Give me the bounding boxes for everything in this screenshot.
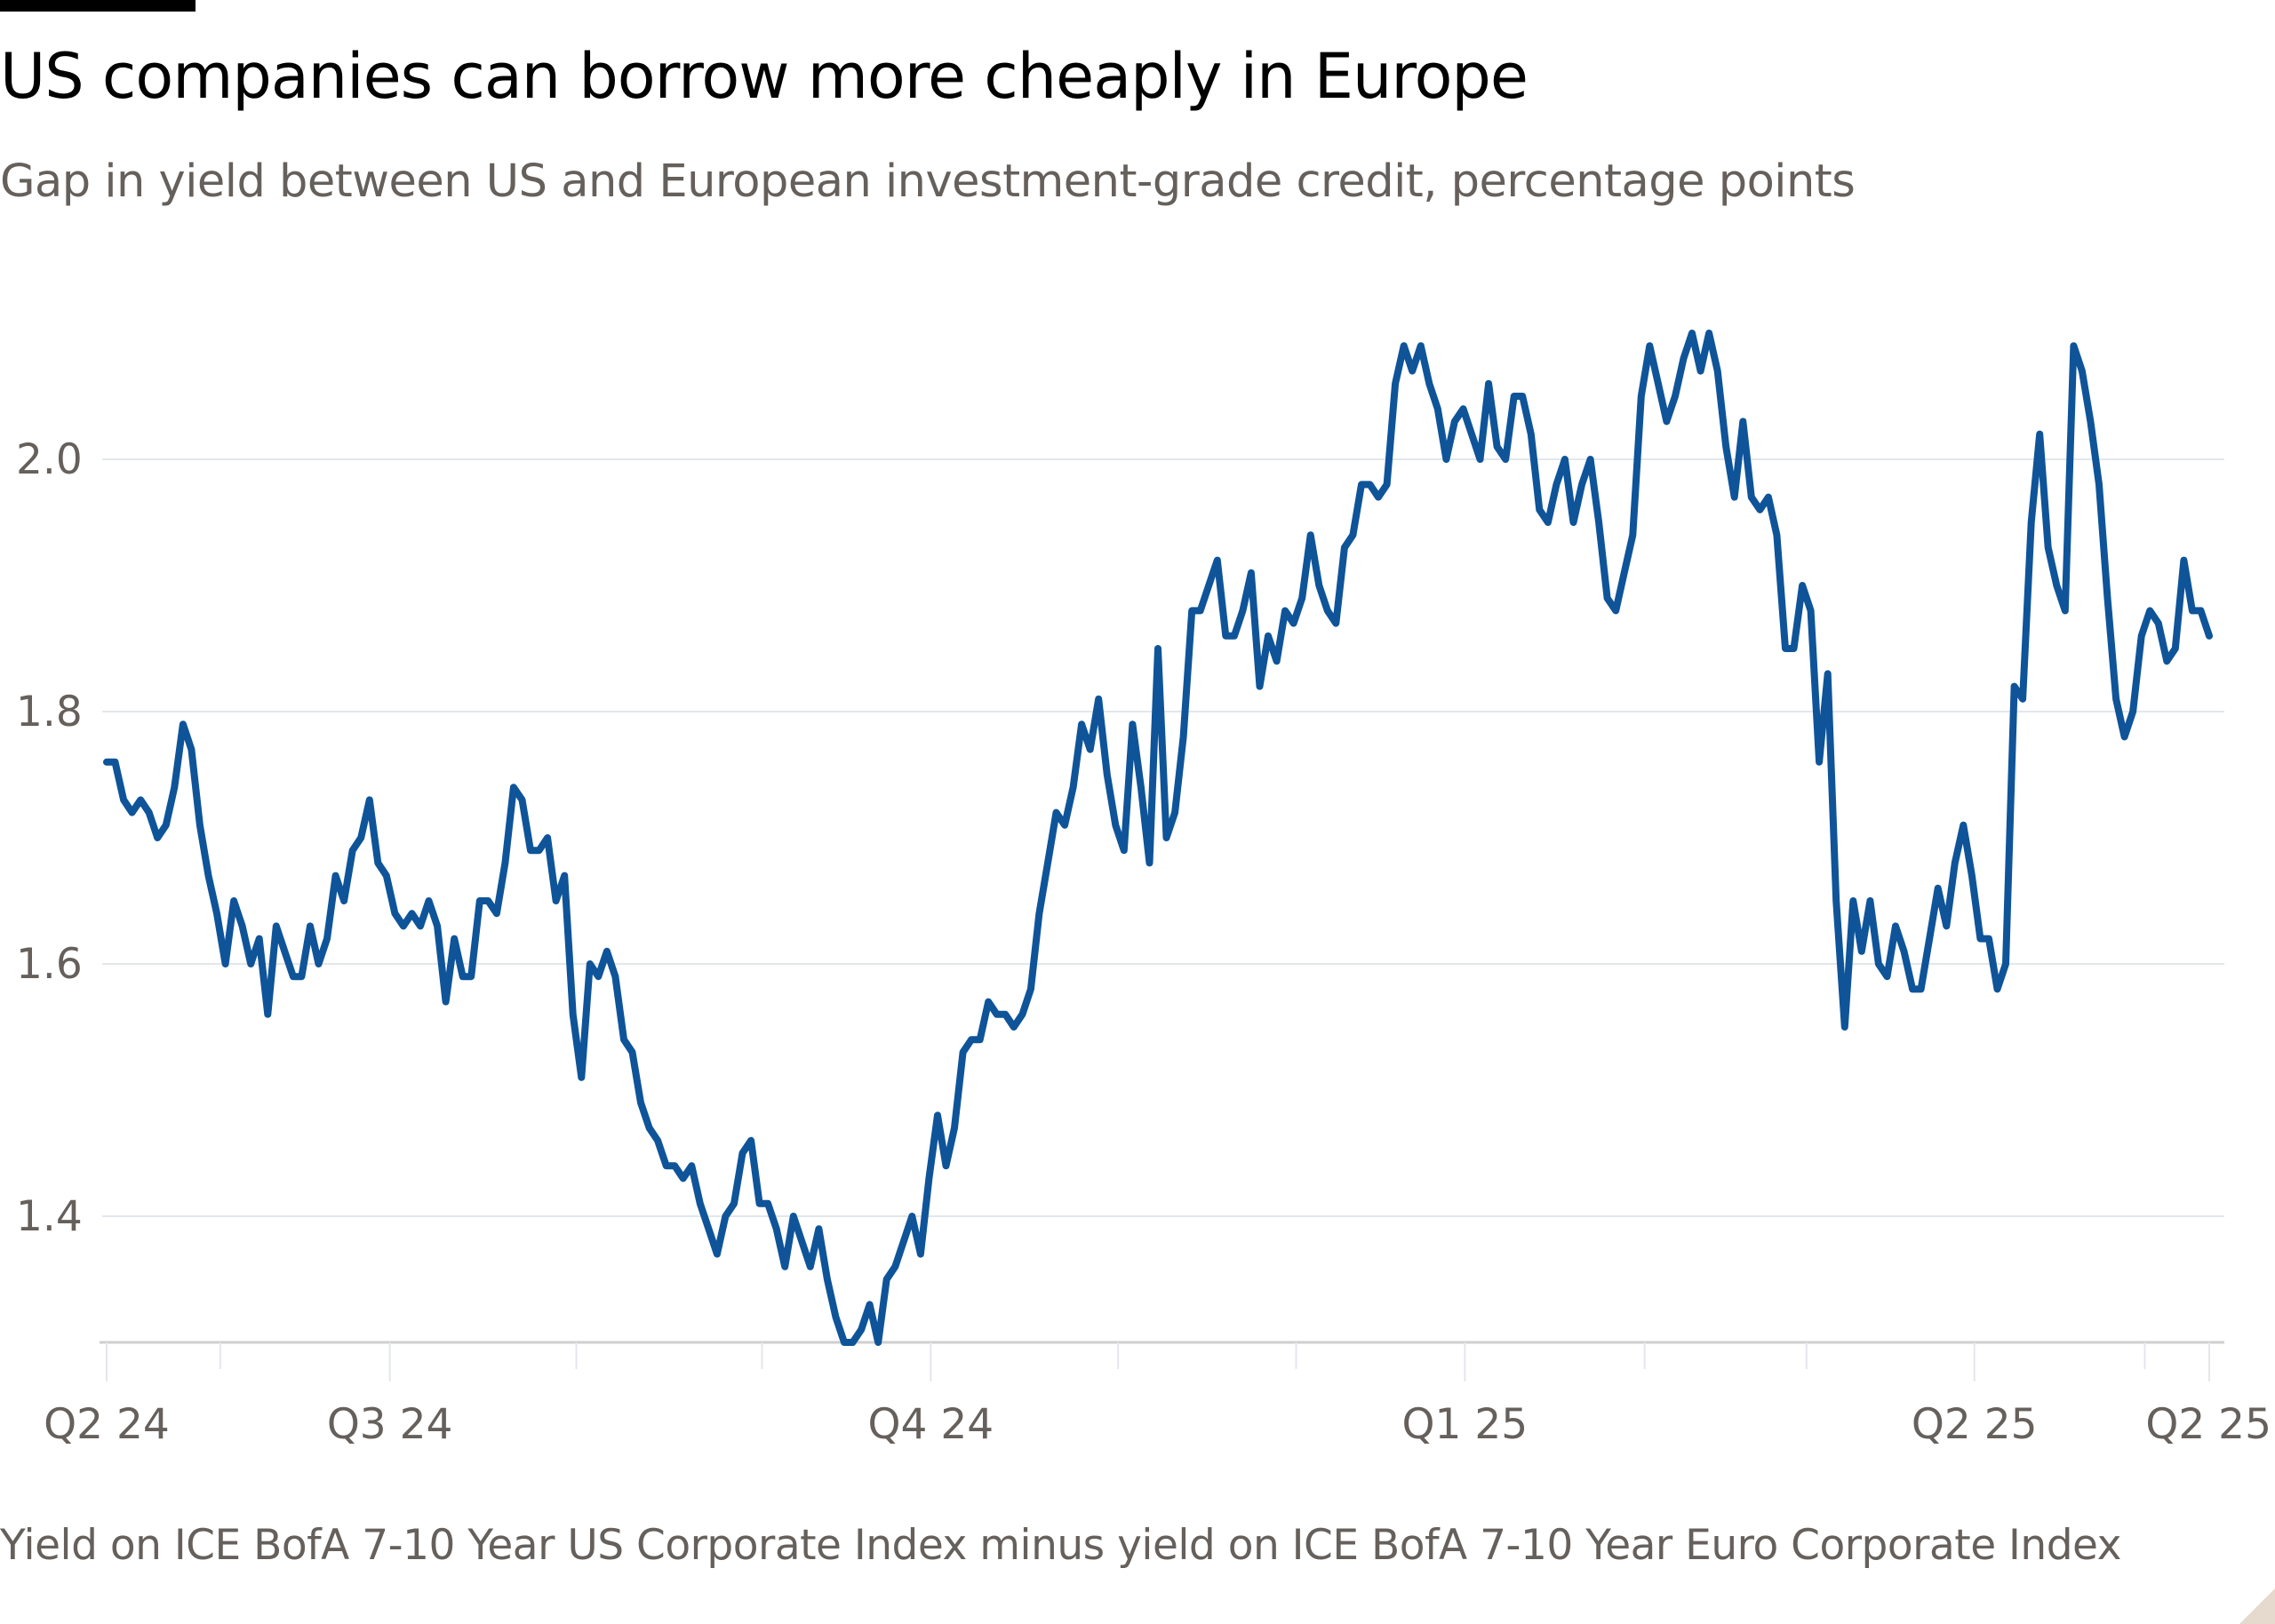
y-tick-label: 1.4 — [16, 1192, 83, 1241]
x-tick-label: Q2 25 — [2145, 1400, 2271, 1449]
x-tick-label: Q2 24 — [44, 1400, 170, 1449]
x-tick-label: Q3 24 — [327, 1400, 453, 1449]
x-tick-label: Q1 25 — [1402, 1400, 1529, 1449]
y-tick-label: 1.6 — [16, 940, 83, 989]
x-tick-label: Q2 25 — [1912, 1400, 2038, 1449]
series-line — [103, 330, 2213, 1346]
corner-fold-icon — [2239, 1588, 2275, 1624]
chart-title: US companies can borrow more cheaply in … — [0, 40, 1529, 113]
y-axis: 1.4 1.6 1.8 2.0 — [16, 435, 83, 1241]
chart-subtitle: Gap in yield between US and European inv… — [0, 155, 1856, 208]
brand-bar — [0, 0, 196, 12]
x-axis: Q2 24 Q3 24 Q4 24 Q1 25 Q2 25 Q2 25 — [44, 1341, 2271, 1449]
x-tick-label: Q4 24 — [867, 1400, 994, 1449]
y-tick-label: 2.0 — [16, 435, 83, 484]
y-tick-label: 1.8 — [16, 688, 83, 736]
chart-footnote: Yield on ICE BofA 7-10 Year US Corporate… — [0, 1521, 2121, 1570]
